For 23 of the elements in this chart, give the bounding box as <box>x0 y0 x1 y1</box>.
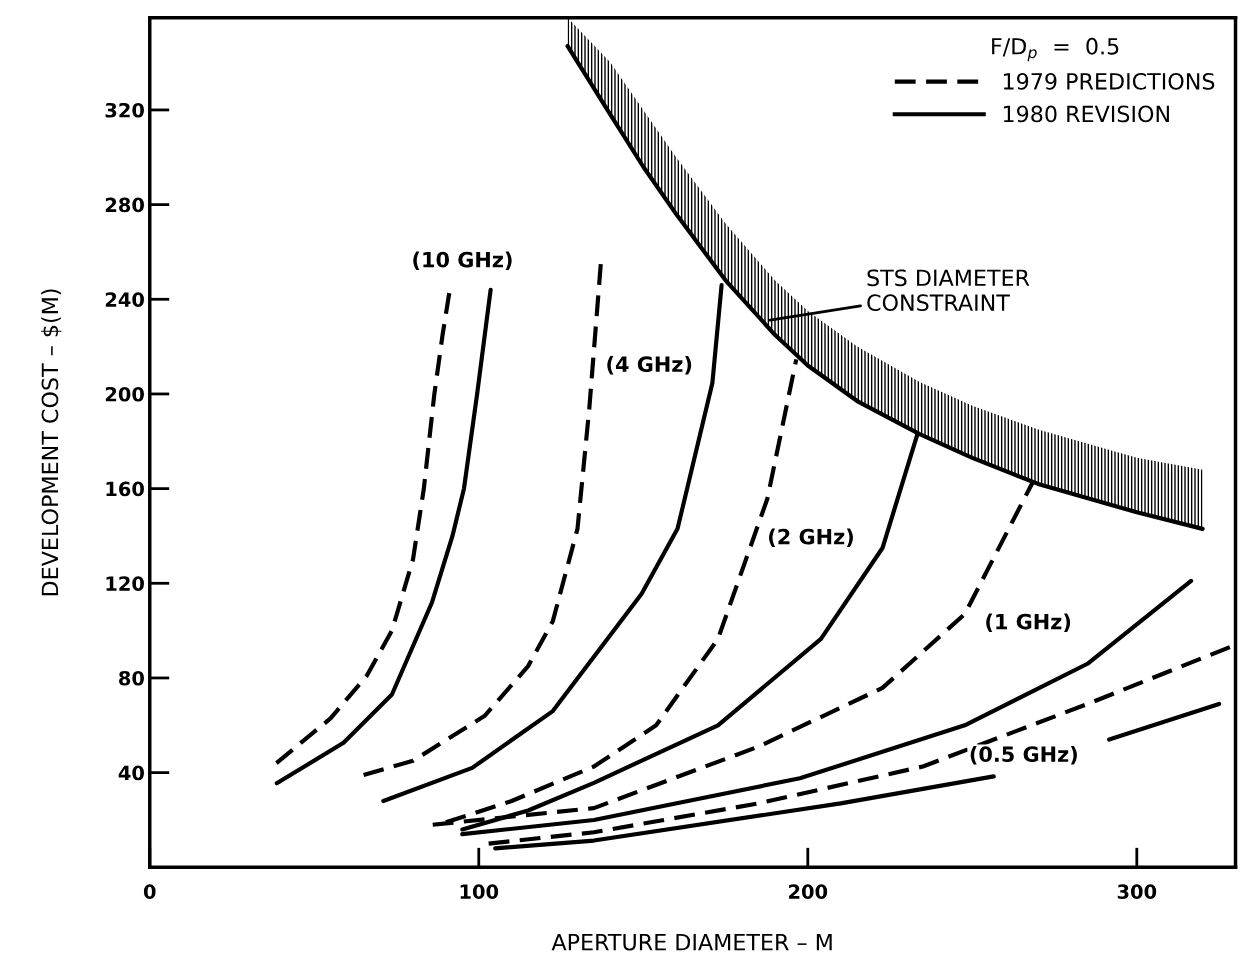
y-tick-label: 40 <box>118 765 144 781</box>
x-tick-label: 300 <box>1117 884 1157 900</box>
annotation: (10 GHz) <box>413 251 512 270</box>
y-tick-label: 80 <box>119 670 144 686</box>
legend-title: F/D$_{p}$ = 0.5 <box>992 37 1119 62</box>
legend-label: 1980 REVISION <box>1003 105 1169 123</box>
y-tick-label: 280 <box>105 197 144 213</box>
y-tick-label: 320 <box>105 102 144 118</box>
legend-label: 1979 PREDICTIONS <box>1003 72 1215 90</box>
annotation: (2 GHz) <box>769 528 853 547</box>
annotation: (1 GHz) <box>986 613 1071 632</box>
y-tick-label: 160 <box>106 481 144 497</box>
y-tick-label: 120 <box>106 576 144 591</box>
annotation: (0.5 GHz) <box>970 745 1077 765</box>
y-axis-title: DEVELOPMENT COST – $(M) <box>41 289 62 596</box>
annotation: STS DIAMETER CONSTRAINT <box>867 269 1030 312</box>
y-tick-label: 200 <box>105 386 144 402</box>
x-tick-label: 0 <box>143 884 156 900</box>
annotation: (4 GHz) <box>607 355 692 375</box>
x-axis-title: APERTURE DIAMETER – M <box>551 934 832 951</box>
y-tick-label: 240 <box>105 292 144 307</box>
x-tick-label: 100 <box>460 884 499 900</box>
x-tick-label: 200 <box>789 884 828 900</box>
